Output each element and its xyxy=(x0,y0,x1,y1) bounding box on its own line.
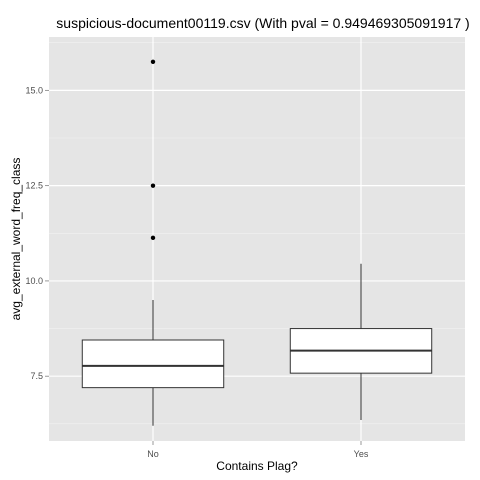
outlier-point xyxy=(150,183,156,188)
y-tick-label: 12.5 xyxy=(25,181,43,191)
y-tick-label: 7.5 xyxy=(30,371,43,381)
x-tick-label: Yes xyxy=(354,449,369,459)
y-tick-label: 15.0 xyxy=(25,85,43,95)
box-iqr xyxy=(81,339,225,389)
y-axis-ticks: 7.5 10.0 12.5 15.0 xyxy=(25,85,49,381)
y-tick-label: 10.0 xyxy=(25,276,43,286)
outlier-point xyxy=(150,59,156,64)
minor-gridlines xyxy=(49,42,465,425)
box-group-yes xyxy=(289,263,433,421)
x-axis-ticks: No Yes xyxy=(147,441,369,459)
chart-title: suspicious-document00119.csv (With pval … xyxy=(56,15,469,31)
outlier-point xyxy=(150,235,156,241)
x-axis-title: Contains Plag? xyxy=(216,459,298,473)
box-series xyxy=(81,59,433,426)
y-axis-title: avg_external_word_freq_class xyxy=(9,158,23,321)
box-group-no xyxy=(81,59,225,426)
x-tick-label: No xyxy=(147,449,159,459)
